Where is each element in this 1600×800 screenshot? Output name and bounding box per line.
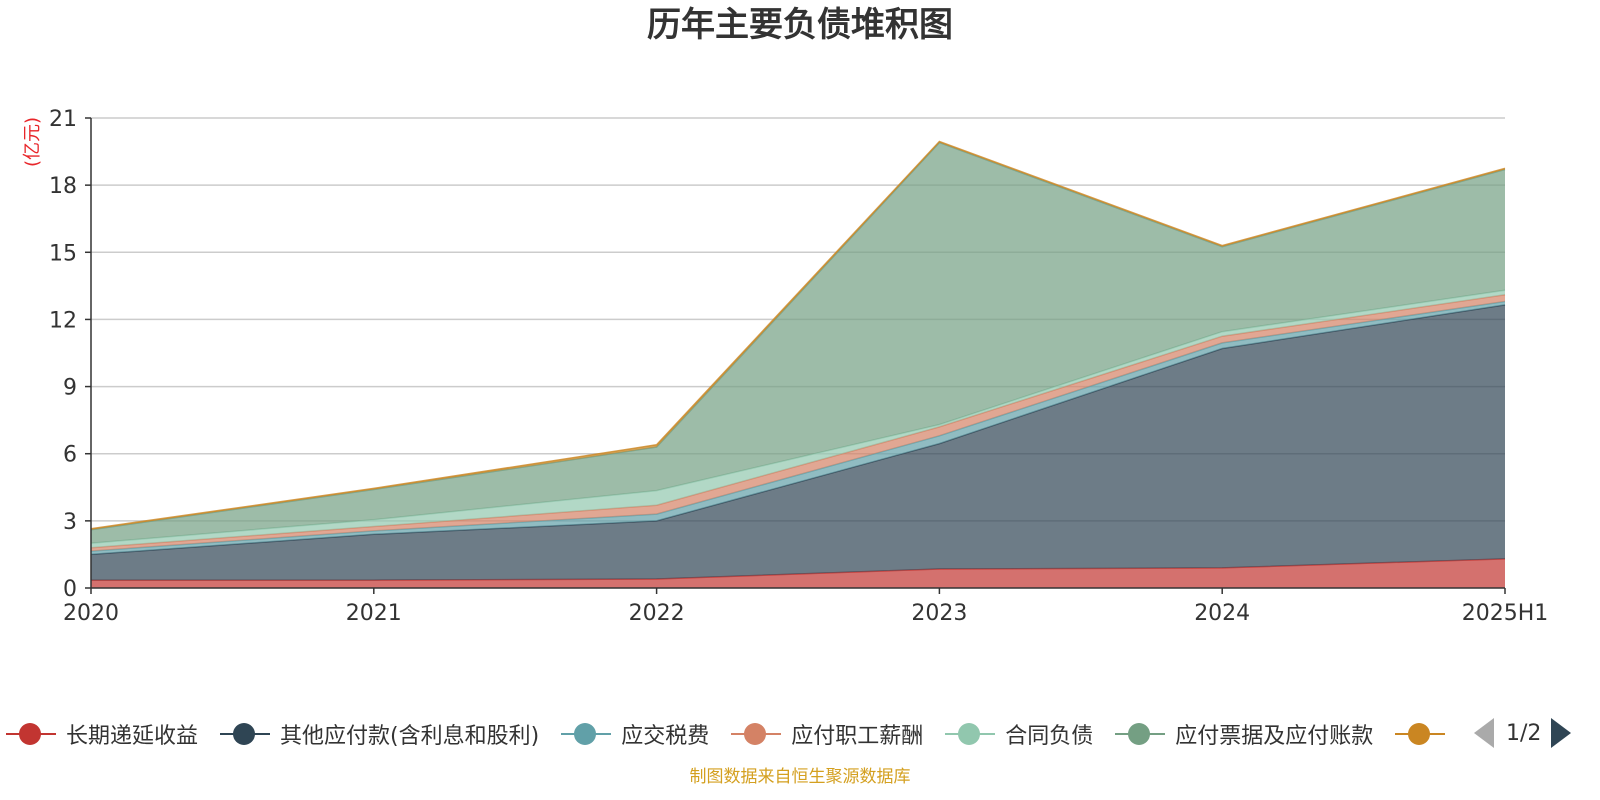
legend-label: 应付职工薪酬 [791, 724, 924, 749]
legend-item-2[interactable]: 应交税费 [561, 718, 709, 750]
legend-marker-icon [1115, 722, 1166, 746]
legend-label: 合同负债 [1005, 724, 1094, 749]
legend-next-page-icon[interactable] [1551, 718, 1572, 748]
legend-marker-icon [731, 722, 782, 746]
legend-page-indicator: 1/2 [1506, 720, 1542, 746]
data-source-note: 制图数据来自恒生聚源数据库 [689, 767, 911, 787]
y-tick-label-21: 21 [49, 107, 77, 132]
legend-label: 长期递延收益 [66, 724, 199, 749]
legend-label: 应付票据及应付账款 [1175, 724, 1374, 749]
legend-prev-page-icon[interactable] [1474, 718, 1494, 748]
y-tick-label-9: 9 [63, 376, 77, 401]
x-tick-label-0: 2020 [63, 601, 119, 626]
area-series-1 [91, 304, 1505, 581]
legend-item-0[interactable]: 长期递延收益 [6, 718, 198, 750]
area-series-5 [91, 142, 1505, 544]
x-tick-label-3: 2023 [911, 601, 967, 626]
legend-marker-icon [561, 722, 612, 746]
x-tick-label-4: 2024 [1194, 601, 1250, 626]
legend-item-1[interactable]: 其他应付款(含利息和股利) [220, 718, 539, 750]
x-tick-label-2: 2022 [629, 601, 685, 626]
legend-marker-icon [6, 722, 56, 746]
legend: 长期递延收益 其他应付款(含利息和股利) 应交税费 应付职工薪酬 合同负债 应付票据及应付… [0, 714, 1600, 754]
y-tick-label-6: 6 [63, 443, 77, 468]
y-tick-label-12: 12 [49, 308, 77, 333]
legend-marker-icon [1395, 722, 1446, 746]
x-tick-label-1: 2021 [346, 601, 402, 626]
chart-title: 历年主要负债堆积图 [647, 5, 953, 45]
area-series-0 [91, 558, 1505, 588]
line-series-6 [90, 140, 1506, 530]
legend-item-6[interactable] [1395, 722, 1455, 746]
y-tick-label-18: 18 [49, 174, 77, 199]
legend-label: 应交税费 [621, 724, 710, 749]
legend-item-4[interactable]: 合同负债 [945, 718, 1093, 750]
legend-item-5[interactable]: 应付票据及应付账款 [1115, 718, 1373, 750]
x-tick-label-5: 2025H1 [1462, 601, 1549, 626]
y-axis-unit-label: (亿元) [22, 117, 43, 167]
y-tick-label-3: 3 [63, 510, 77, 535]
legend-label: 其他应付款(含利息和股利) [280, 724, 540, 749]
legend-pager: 1/2 [1466, 712, 1600, 754]
y-tick-label-0: 0 [63, 577, 77, 602]
legend-marker-icon [945, 722, 996, 746]
legend-marker-icon [220, 722, 271, 746]
legend-item-3[interactable]: 应付职工薪酬 [731, 718, 923, 750]
y-tick-label-15: 15 [49, 241, 77, 266]
